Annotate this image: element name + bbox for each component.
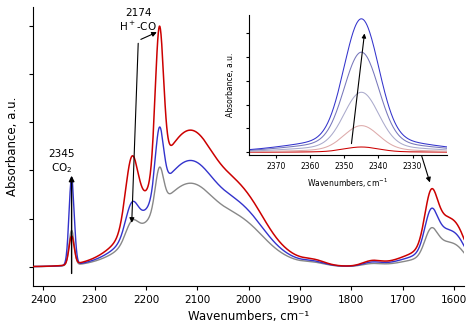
X-axis label: Wavenumbers, cm⁻¹: Wavenumbers, cm⁻¹ [188, 311, 309, 323]
Y-axis label: Absorbance, a.u.: Absorbance, a.u. [6, 97, 18, 196]
Text: 2345
CO$_2$: 2345 CO$_2$ [48, 149, 74, 175]
Text: 2174
H$^+$-CO: 2174 H$^+$-CO [119, 8, 157, 33]
Text: 1645
NO3$^-$: 1645 NO3$^-$ [391, 93, 422, 117]
